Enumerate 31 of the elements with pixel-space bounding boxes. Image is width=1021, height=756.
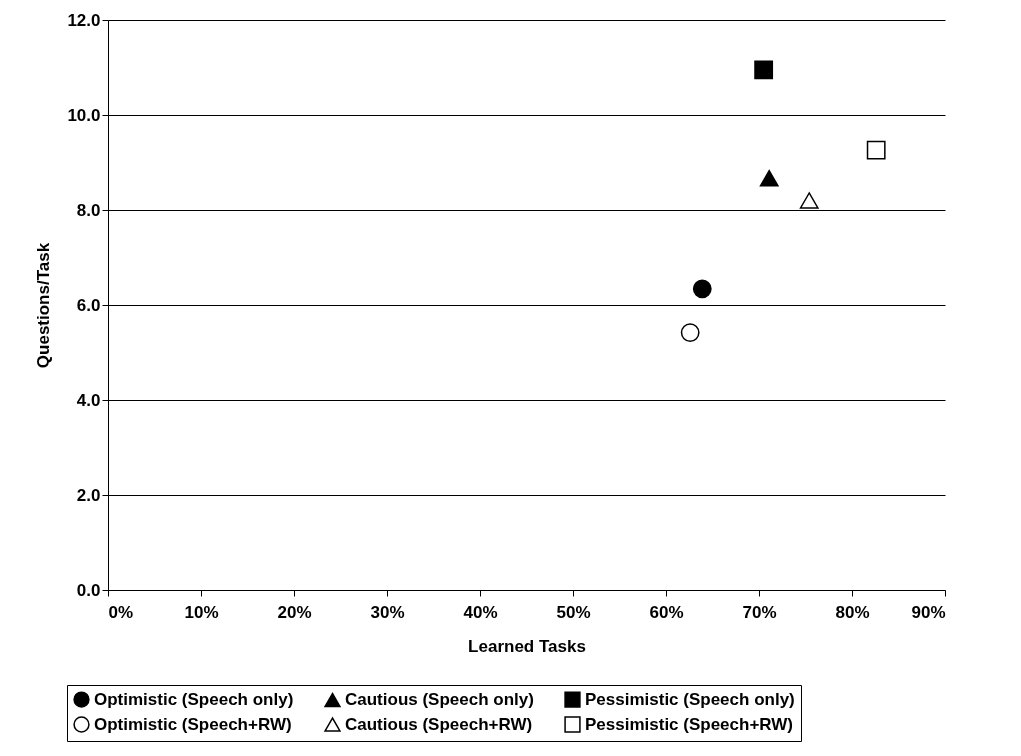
x-axis-title: Learned Tasks [468,636,586,656]
x-tick-label: 20% [277,602,312,622]
y-tick-label: 10.0 [67,105,101,125]
legend-label: Pessimistic (Speech+RW) [585,714,794,734]
x-tick-label: 80% [835,602,870,622]
point [759,169,779,187]
x-tick-label: 0% [108,602,134,622]
point [754,60,774,80]
x-tick-label: 90% [911,602,946,622]
point [866,140,886,160]
legend-label: Optimistic (Speech+RW) [94,714,292,734]
point [799,192,819,209]
legend-label: Cautious (Speech+RW) [345,714,533,734]
y-axis-title: Questions/Task [34,242,54,369]
y-tick-label: 4.0 [76,390,101,410]
legend-label: Pessimistic (Speech only) [585,689,795,709]
x-tick-label: 50% [556,602,591,622]
x-tick-label: 40% [463,602,498,622]
y-tick-label: 12.0 [67,10,101,30]
y-tick-label: 6.0 [76,295,101,315]
point [692,279,712,299]
legend-label: Optimistic (Speech only) [94,689,294,709]
x-tick-label: 30% [370,602,405,622]
y-tick-label: 0.0 [76,580,101,600]
x-tick-label: 60% [649,602,684,622]
y-tick-label: 2.0 [76,485,101,505]
legend-label: Cautious (Speech only) [345,690,534,710]
x-tick-label: 10% [184,602,219,622]
point [680,323,700,342]
y-tick-label: 8.0 [76,200,101,220]
x-tick-label: 70% [742,602,777,622]
